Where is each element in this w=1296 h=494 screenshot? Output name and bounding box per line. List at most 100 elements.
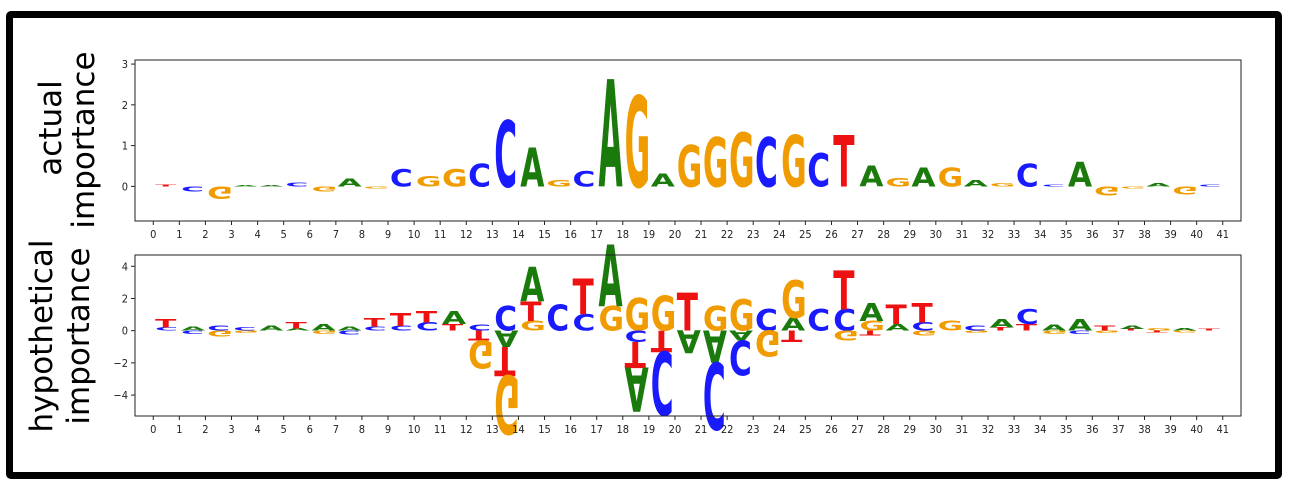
letter-T-glyph: T [677, 285, 698, 344]
letter-G-pos-13: G [494, 356, 520, 450]
letter-C-pos-1: C [181, 329, 204, 334]
letter-C-glyph: C [390, 164, 413, 192]
xtick-label-4: 4 [254, 228, 260, 241]
letter-A-glyph: A [442, 307, 467, 328]
xtick-label-17: 17 [590, 228, 603, 241]
letter-A-pos-24: A [781, 314, 806, 335]
letter-C-pos-33: C [1016, 158, 1039, 194]
xtick-label-33: 33 [1008, 423, 1021, 436]
letter-A-pos-7: A [338, 326, 363, 332]
actual-importance-ylabel-line1: actual [33, 80, 69, 175]
letter-C-pos-12: C [468, 324, 491, 333]
letter-G-pos-34: G [1042, 329, 1068, 334]
letter-G-pos-15: G [546, 179, 572, 189]
xtick-label-18: 18 [616, 228, 629, 241]
letter-G-glyph: G [625, 72, 651, 216]
letter-T-pos-0: T [155, 184, 176, 187]
letter-C-glyph: C [729, 329, 752, 383]
letter-C-glyph: C [468, 158, 491, 194]
letter-A-pos-37: A [1120, 325, 1145, 330]
letter-A-glyph: A [599, 230, 623, 328]
hypothetical-importance-axes-box [134, 254, 1242, 417]
xtick-label-8: 8 [359, 228, 365, 241]
letter-C-glyph: C [912, 320, 935, 333]
letter-C-glyph: C [155, 327, 178, 332]
letter-A-glyph: A [494, 325, 518, 351]
xtick-label-39: 39 [1164, 228, 1177, 241]
letter-T-glyph: T [442, 323, 464, 333]
letter-C-pos-13: C [494, 300, 517, 339]
letter-C-pos-22: C [729, 329, 752, 383]
letter-C-glyph: C [416, 320, 439, 333]
letter-A-glyph: A [1068, 316, 1092, 334]
letter-C-pos-31: C [964, 325, 987, 333]
letter-G-glyph: G [1146, 328, 1172, 332]
letter-A-glyph: A [233, 185, 257, 187]
letter-T-pos-32: T [990, 327, 1012, 332]
xtick-label-32: 32 [982, 423, 995, 436]
letter-G-glyph: G [207, 182, 233, 202]
letter-T-glyph: T [494, 337, 516, 383]
xtick-label-17: 17 [590, 423, 603, 436]
letter-C-pos-18: C [625, 327, 648, 345]
letter-C-pos-19: C [651, 330, 674, 431]
letter-C-glyph: C [468, 324, 491, 333]
letter-T-pos-10: T [416, 308, 437, 326]
letter-A-glyph: A [859, 298, 883, 327]
letter-G-pos-36: G [1094, 183, 1120, 198]
xtick-label-41: 41 [1216, 228, 1229, 241]
actual-importance-xticks: 0 1 2 3 4 5 6 7 8 9 10 11 12 13 14 15 16 17 18 19 20 21 22 23 24… [150, 221, 1229, 241]
letter-A-pos-31: A [964, 179, 989, 189]
letter-G-pos-37: G [1120, 186, 1146, 189]
xtick-label-26: 26 [825, 228, 838, 241]
letter-G-glyph: G [729, 291, 755, 341]
letter-G-pos-21: G [703, 125, 729, 203]
xtick-label-35: 35 [1060, 228, 1073, 241]
letter-G-glyph: G [781, 272, 807, 331]
letter-A-pos-38: A [1146, 182, 1171, 187]
xtick-label-15: 15 [538, 423, 551, 436]
letter-T-glyph: T [286, 320, 308, 330]
letter-A-glyph: A [1172, 328, 1197, 332]
xtick-label-5: 5 [281, 423, 287, 436]
letter-C-pos-25: C [807, 146, 830, 198]
letter-T-pos-27: T [859, 329, 881, 337]
letter-A-pos-28: A [885, 323, 909, 333]
letter-A-glyph: A [990, 317, 1014, 330]
letter-G-glyph: G [677, 134, 703, 200]
letter-T-glyph: T [651, 323, 673, 357]
letter-A-glyph: A [286, 328, 311, 332]
letter-A-pos-14: A [520, 259, 544, 313]
letter-C-pos-3: C [233, 327, 256, 332]
letter-A-pos-17: A [599, 230, 623, 328]
letter-T-pos-37: T [1120, 329, 1141, 332]
xtick-label-31: 31 [956, 228, 969, 241]
letter-C-pos-33: C [1016, 307, 1039, 330]
letter-A-glyph: A [520, 259, 544, 313]
letter-C-glyph: C [338, 329, 361, 335]
letter-C-pos-15: C [546, 298, 569, 340]
letter-T-pos-16: T [572, 269, 593, 326]
letter-A-pos-4: A [259, 185, 283, 187]
letter-C-glyph: C [181, 329, 204, 334]
letter-G-pos-19: G [651, 288, 677, 342]
letter-A-pos-35: A [1068, 155, 1093, 195]
letter-G-glyph: G [494, 356, 520, 450]
ytick-label-2: 2 [122, 99, 128, 112]
hypothetical-importance-panel: hypothetical importance CT AC CG CG A AT AG ACC… [24, 230, 1242, 450]
letter-G-pos-28: G [885, 176, 911, 190]
letter-T-pos-33: T [1016, 323, 1038, 333]
letter-C-glyph: C [494, 300, 517, 339]
letter-G-glyph: G [207, 329, 233, 338]
xtick-label-16: 16 [564, 423, 577, 436]
letter-G-glyph: G [912, 329, 938, 337]
letter-A-pos-27: A [859, 298, 883, 327]
letter-T-glyph: T [781, 327, 802, 345]
letter-A-glyph: A [259, 185, 283, 187]
letter-C-pos-23: C [755, 125, 778, 203]
letter-A-pos-20: A [677, 323, 702, 359]
letter-T-glyph: T [572, 269, 593, 326]
hypothetical-importance-yticks: −4 −2 0 2 4 [113, 260, 135, 402]
letter-G-pos-20: G [677, 134, 703, 200]
